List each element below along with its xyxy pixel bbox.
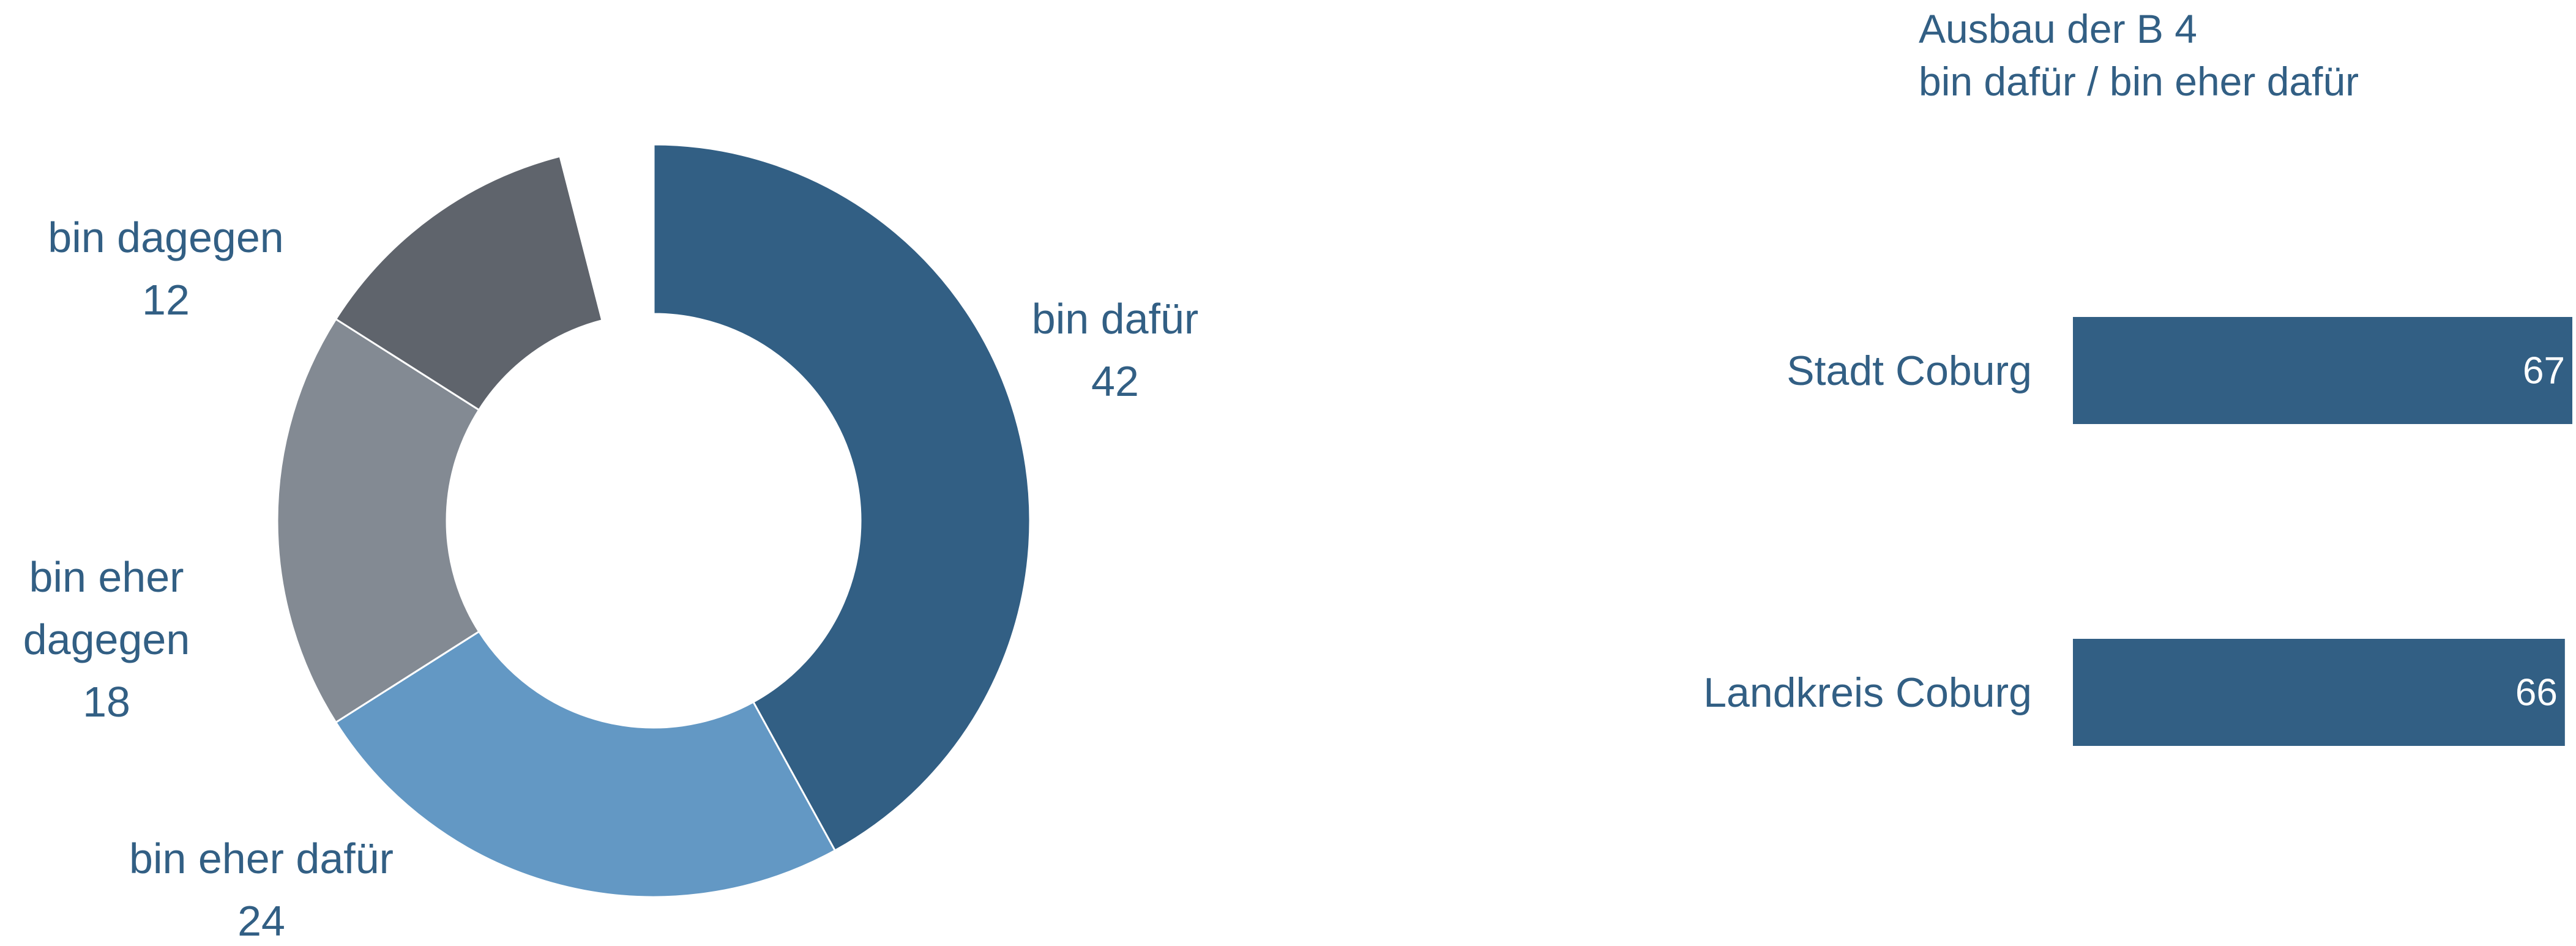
slice-label: bin dagegen 12 [48, 206, 283, 331]
slice-label: bin dafür 42 [1032, 288, 1198, 412]
slice-value: 12 [142, 276, 190, 324]
category-label: Landkreis Coburg [1703, 669, 2032, 716]
slice-category: bin eher dagegen [23, 553, 190, 663]
slice-category: bin dagegen [48, 214, 284, 261]
donut-slice [559, 143, 655, 322]
value-label: 66 [2515, 671, 2558, 713]
slice-value: 18 [83, 678, 130, 726]
value-label: 67 [2523, 349, 2565, 392]
category-label: Stadt Coburg [1786, 347, 2032, 394]
bar [2073, 639, 2565, 746]
donut-slice [652, 143, 1031, 852]
bar [2073, 317, 2572, 424]
slice-label: bin eher dafür 24 [129, 827, 394, 946]
slice-category: bin eher dafür [129, 835, 394, 882]
slice-label: bin eher dagegen 18 [0, 546, 217, 733]
donut-slice [276, 318, 480, 724]
slice-value: 24 [237, 897, 285, 945]
bar-chart-title: Ausbau der B 4 [1919, 6, 2197, 51]
donut-slice [334, 155, 603, 411]
slice-category: bin dafür [1031, 295, 1199, 343]
bar-chart-subtitle: bin dafür / bin eher dafür [1919, 59, 2359, 104]
donut-slice [334, 630, 837, 898]
slice-value: 42 [1091, 357, 1139, 405]
